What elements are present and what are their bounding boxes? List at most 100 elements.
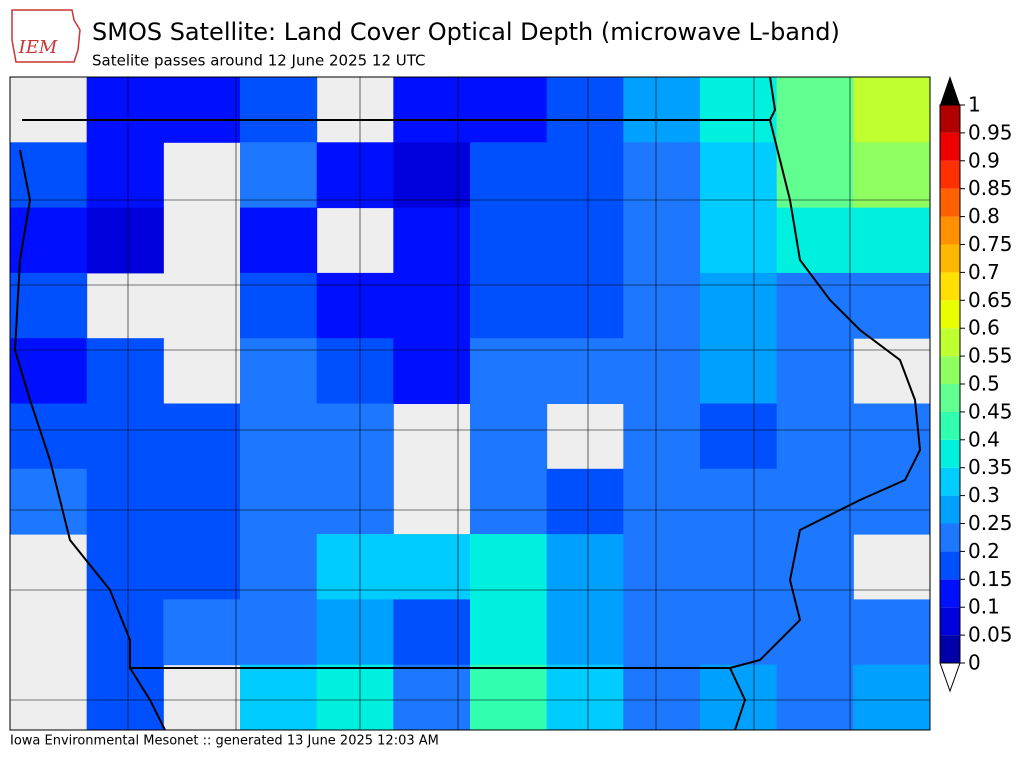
map-cell [700, 338, 778, 404]
map-frame [9, 76, 931, 731]
map-cell [700, 534, 778, 600]
map-cell [853, 207, 930, 274]
colorbar-segment [940, 132, 960, 161]
map-cell [700, 142, 778, 209]
footer: Iowa Environmental Mesonet :: generated … [10, 734, 439, 749]
map-cell [623, 77, 701, 143]
colorbar: 0 0.05 0.1 0.15 0.2 0.25 0.3 0.35 0.4 0.45 0.5 0.55… [939, 76, 1013, 693]
logo: IEM [11, 9, 81, 63]
map-cell [623, 338, 701, 404]
map-cell [470, 207, 548, 274]
map-cell [776, 664, 854, 730]
logo-outline [11, 9, 81, 63]
map-cell [470, 468, 548, 535]
boundaries [10, 77, 930, 730]
map-cell [240, 599, 318, 666]
colorbar-tick-label: 0.05 [968, 623, 1013, 647]
colorbar-segment [940, 523, 960, 552]
map-cell [546, 664, 624, 730]
colorbar-tick-label: 0.25 [968, 511, 1013, 535]
map-cell [316, 664, 394, 730]
map-cell [853, 142, 930, 209]
map-cell [393, 272, 471, 339]
logo-text: IEM [18, 37, 58, 58]
map-cell [853, 664, 930, 730]
map-cell [86, 403, 164, 470]
map-cell [240, 664, 318, 730]
map-cell [470, 664, 548, 730]
map-cell [393, 207, 471, 274]
map-cell [623, 207, 701, 274]
map-cell [86, 142, 164, 209]
map-cell [86, 534, 164, 600]
map-cell [776, 534, 854, 600]
map-cell [393, 599, 471, 666]
colorbar-segment [940, 300, 960, 329]
map-cell [700, 599, 778, 666]
map-cell [240, 403, 318, 470]
colorbar-tick-label: 0.4 [968, 427, 1000, 451]
map-cell [546, 338, 624, 404]
map-cell [853, 468, 930, 535]
colorbar-tick-label: 0.9 [968, 148, 1000, 172]
map-cell [470, 403, 548, 470]
colorbar-arrow-bottom [939, 662, 961, 693]
map-cell [776, 403, 854, 470]
colorbar-tick-label: 0.35 [968, 455, 1013, 479]
map-cell [700, 207, 778, 274]
colorbar-tick-label: 0 [968, 651, 981, 675]
map-cell [316, 403, 394, 470]
map-cell [316, 534, 394, 600]
map-cell [316, 468, 394, 535]
map-cell [623, 599, 701, 666]
river-border [769, 77, 777, 121]
map-cell [393, 142, 471, 209]
map-cell [163, 403, 241, 470]
map-cell [853, 272, 930, 339]
map-cell [470, 142, 548, 209]
map-cell [10, 338, 88, 404]
colorbar-segment [940, 635, 960, 663]
map-cell [623, 142, 701, 209]
map-cell [393, 77, 471, 143]
map-cell [776, 338, 854, 404]
map-cell [316, 142, 394, 209]
map-cell [546, 207, 624, 274]
colorbar-tick-label: 0.85 [968, 176, 1013, 200]
map-cell [240, 338, 318, 404]
subtitle: Satelite passes around 12 June 2025 12 U… [92, 52, 426, 70]
title: SMOS Satellite: Land Cover Optical Depth… [92, 18, 840, 46]
map-cell [86, 468, 164, 535]
map-cell [163, 599, 241, 666]
map-cell [776, 468, 854, 535]
colorbar-segment [940, 216, 960, 245]
colorbar-tick-label: 0.3 [968, 483, 1000, 507]
map-cell [700, 468, 778, 535]
colorbar-tick-label: 0.8 [968, 204, 1000, 228]
colorbar-tick-label: 0.55 [968, 344, 1013, 368]
map-cell [700, 77, 778, 143]
map-cell [316, 338, 394, 404]
colorbar-tick-label: 0.65 [968, 288, 1013, 312]
map-cell [776, 207, 854, 274]
map-cell [546, 77, 624, 143]
map-cell [546, 142, 624, 209]
map-cell [393, 338, 471, 404]
map-cell [623, 534, 701, 600]
map-cell [623, 468, 701, 535]
map-cell [10, 468, 88, 535]
map-cell [700, 403, 778, 470]
map-cell [700, 272, 778, 339]
map-cell [853, 77, 930, 143]
map-cell [10, 403, 88, 470]
colorbar-segment [940, 495, 960, 524]
colorbar-tick-label: 0.15 [968, 567, 1013, 591]
colorbar-tick-label: 0.95 [968, 120, 1013, 144]
map-cell [470, 599, 548, 666]
map-cell [86, 599, 164, 666]
map-cell [853, 599, 930, 666]
map-cell [623, 272, 701, 339]
colorbar-tick-label: 1 [968, 93, 981, 117]
map-cell [10, 207, 88, 274]
